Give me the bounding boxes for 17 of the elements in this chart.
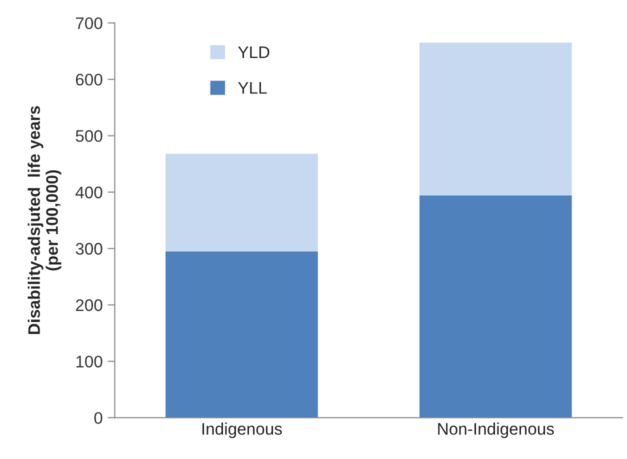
y-tick-label: 400 [76, 186, 102, 198]
y-tick-label: 0 [94, 412, 102, 424]
y-tick-label: 700 [76, 17, 102, 30]
legend-label: YLD [238, 46, 270, 58]
y-tick-label: 500 [76, 130, 102, 142]
y-tick-label: 100 [76, 356, 102, 368]
y-tick-label: 200 [76, 299, 102, 312]
y-axis-title: Disability-adsjuted life years (per 100,000) [28, 106, 62, 334]
y-tick-label: 300 [76, 242, 102, 255]
bar [166, 154, 318, 252]
bar [419, 196, 572, 418]
x-tick-label: Non-Indigenous [438, 422, 554, 438]
y-tick-label: 600 [76, 74, 102, 86]
legend-label: YLL [238, 82, 267, 94]
bar [166, 251, 318, 418]
bar [419, 42, 572, 196]
x-tick-label: Indigenous [202, 422, 282, 438]
